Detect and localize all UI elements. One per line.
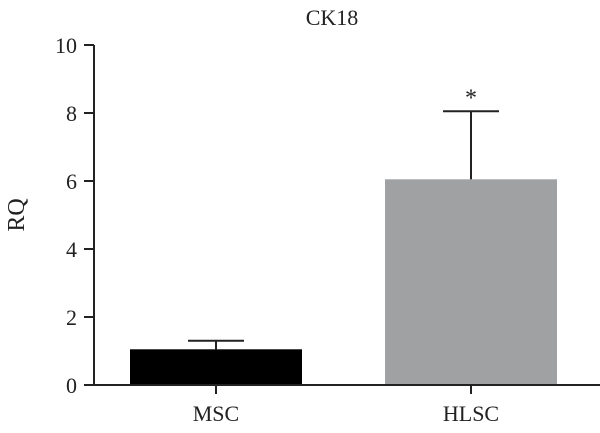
x-tick-label: HLSC (443, 401, 499, 426)
x-tick-label: MSC (193, 401, 239, 426)
y-tick-label: 6 (66, 169, 77, 194)
y-axis-label: RQ (4, 198, 30, 231)
chart-title: CK18 (306, 5, 359, 30)
y-ticks-layer: 0 2 4 6 8 10 (55, 33, 94, 398)
plot-area: * 0 2 4 6 8 10 MSC HLSC (55, 33, 600, 426)
annotations-layer: * (465, 85, 477, 111)
significance-marker: * (465, 85, 477, 111)
y-tick-label: 2 (66, 305, 77, 330)
y-tick-label: 4 (66, 237, 77, 262)
y-tick-label: 8 (66, 101, 77, 126)
x-ticks-layer: MSC HLSC (193, 385, 499, 426)
y-tick-label: 10 (55, 33, 77, 58)
bars-layer (130, 179, 557, 385)
y-tick-label: 0 (66, 373, 77, 398)
bar-msc (130, 349, 302, 385)
bar-hlsc (385, 179, 557, 385)
error-bars-layer (188, 110, 499, 350)
